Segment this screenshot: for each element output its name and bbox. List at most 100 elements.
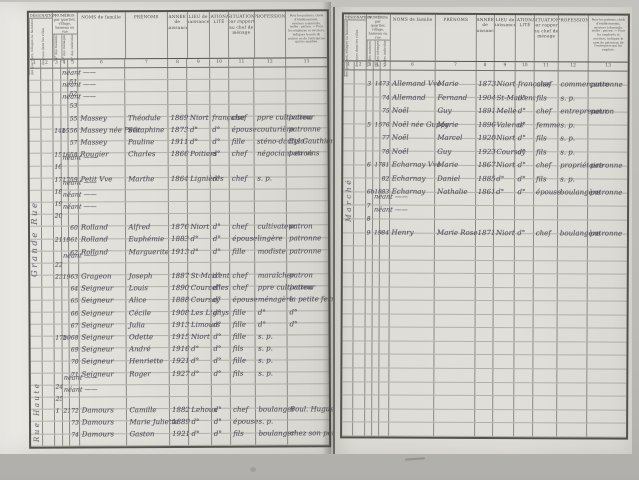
cell-patron (588, 288, 627, 301)
cell-menage (61, 312, 70, 324)
cell-nat (514, 396, 534, 409)
cell-lieu: St-Maixent (494, 84, 536, 102)
cell-profession: lingère (255, 225, 288, 243)
cell-annee (475, 274, 494, 287)
cell-patron (287, 189, 328, 200)
header-nationalite: NATIONA-LITÉ (209, 11, 230, 58)
cell-profession: négociant en vins (255, 140, 320, 158)
cell-nat (514, 355, 534, 369)
table-row (342, 260, 627, 275)
cell-designation (342, 246, 355, 260)
cell-situation (533, 274, 558, 288)
cell-designation (342, 409, 354, 422)
cell-prenom: Marie (435, 70, 477, 88)
cell-situation (229, 67, 255, 79)
cell-designation (354, 232, 366, 246)
cell-nat: d° (210, 238, 231, 255)
cell-maison (53, 92, 61, 105)
cell-nat: d° (211, 421, 232, 438)
table-row (342, 314, 627, 330)
neant-entry: néant —— (373, 205, 409, 215)
cell-designation (29, 105, 42, 117)
cell-nat: d° (211, 396, 232, 414)
cell-nom: Seigneur (79, 287, 127, 305)
neant-entry: néant —— (61, 92, 97, 101)
cell-designation (354, 111, 367, 124)
cell-designation (354, 273, 366, 287)
table-row (342, 327, 627, 343)
cell-annee (168, 67, 188, 80)
header-situation: SITUATION par rapport au chef de ménage (534, 15, 559, 62)
cell-profession (255, 189, 287, 201)
cell-designation (42, 312, 55, 324)
column-number: 3 (52, 59, 61, 68)
cell-lieu (493, 301, 516, 314)
cell-designation (42, 361, 55, 373)
cell-designation (342, 395, 354, 409)
cell-menage: néant —— (61, 251, 97, 263)
table-row: 75 Noël Guy 1891 Melle d° chef entrepreneur patr… (343, 97, 628, 116)
cell-nat: d° (211, 274, 231, 292)
cell-nat (211, 372, 231, 384)
cell-ind: 84 (380, 219, 390, 237)
cell-menage (372, 368, 380, 382)
cell-prenom: Pauline (125, 128, 169, 146)
header-noms: NOMS de famille (390, 14, 436, 61)
cell-patron: d° (289, 320, 298, 329)
cell-designation (342, 287, 355, 300)
cell-designation (354, 246, 366, 260)
cell-designation (41, 214, 54, 227)
cell-situation: chef (229, 104, 255, 121)
cell-ind (380, 260, 390, 273)
cell-nom: Seigneur (79, 348, 128, 366)
cell-situation: fille (230, 311, 256, 328)
cell-profession: ménagère (255, 286, 293, 304)
cell-designation (42, 409, 55, 422)
cell-menage (372, 341, 380, 355)
cell-ind (379, 327, 390, 341)
cell-profession (557, 369, 588, 383)
column-number: 1 (29, 59, 42, 68)
cell-designation (342, 314, 354, 327)
cell-nat: d° (211, 335, 231, 353)
cell-profession (254, 91, 287, 104)
cell-patron (287, 165, 328, 176)
cell-menage (372, 409, 380, 422)
cell-patron (287, 250, 328, 261)
cell-menage (61, 300, 70, 312)
cell-patron (588, 261, 627, 274)
cell-lieu: d° (189, 360, 212, 377)
cell-designation (343, 70, 356, 83)
cell-maison (366, 138, 374, 151)
cell-prenom: Roger (127, 360, 170, 378)
header-patron-note: Pour les patrons, chefs d'établissement,… (288, 13, 325, 44)
cell-situation (533, 206, 559, 220)
neant-entry: néant —— (62, 251, 98, 260)
cell-ind (380, 273, 390, 287)
column-number: 6 (77, 59, 126, 68)
cell-situation (533, 260, 558, 274)
cell-nom: Rolland (78, 238, 127, 256)
cell-profession: ppre cultivateur (254, 103, 314, 121)
cell-patron (587, 369, 626, 382)
cell-situation: épouse (230, 286, 258, 304)
cell-situation: fils (534, 125, 559, 142)
census-table-left: DÉSIGNATION des quartiers, villages ou h… (26, 9, 358, 449)
cell-designation (342, 381, 354, 395)
cell-designation (29, 68, 42, 80)
cell-designation (354, 97, 367, 111)
cell-ind: 70 (69, 348, 80, 366)
cell-situation (229, 189, 256, 201)
cell-maison (54, 275, 62, 288)
cell-annee (170, 433, 190, 445)
table-row: 78 Noël Guy 1923 Coursay d° fils s. p. (343, 138, 628, 156)
cell-designation (41, 80, 54, 93)
neant-entry: néant —— (373, 192, 409, 201)
column-number: 11 (229, 58, 255, 67)
cell-profession (557, 288, 588, 301)
cell-prenom (126, 250, 170, 263)
cell-situation: fils (230, 335, 257, 353)
cell-nat (515, 274, 534, 287)
cell-nom: Seigneur (79, 360, 128, 378)
cell-profession: d° (255, 311, 288, 328)
